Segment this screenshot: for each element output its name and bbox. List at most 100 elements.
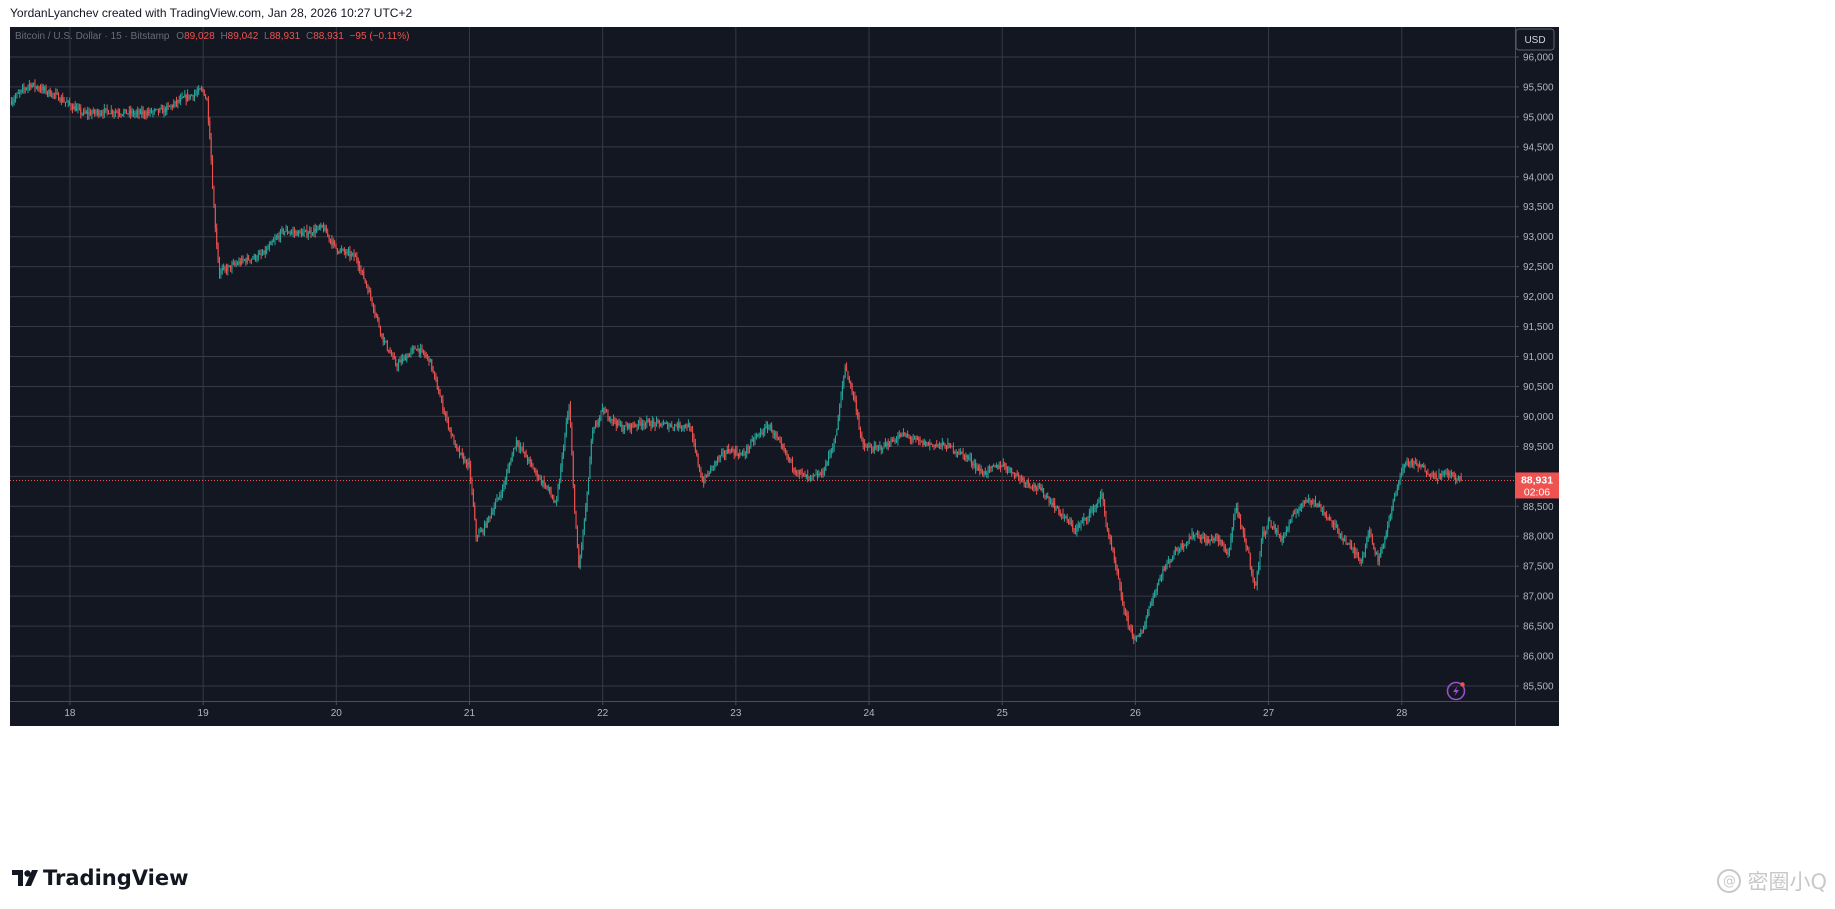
candle-body xyxy=(950,443,952,447)
candle-body xyxy=(1119,579,1121,587)
candle-body xyxy=(157,108,159,113)
candle-body xyxy=(1199,538,1201,540)
candle-body xyxy=(679,422,681,428)
candle-body xyxy=(1074,529,1076,533)
candle-body xyxy=(819,473,821,475)
candle-body xyxy=(911,439,913,441)
candle-body xyxy=(923,441,925,445)
candle-body xyxy=(77,107,79,109)
candle-body xyxy=(1133,635,1135,640)
candle-body xyxy=(1109,536,1111,540)
candle-body xyxy=(1004,463,1006,467)
candle-body xyxy=(1180,543,1182,551)
lightning-icon[interactable] xyxy=(1446,681,1466,701)
candle-body xyxy=(1126,612,1128,617)
candle-body xyxy=(74,106,76,112)
candle-body xyxy=(260,253,262,255)
candle-body xyxy=(574,484,576,511)
candle-body xyxy=(377,315,379,320)
y-tick-label: 90,500 xyxy=(1523,382,1554,393)
candle-body xyxy=(395,358,397,366)
candle-body xyxy=(750,440,752,447)
candle-body xyxy=(1227,552,1229,554)
candle-body xyxy=(1041,488,1043,491)
candle-body xyxy=(1025,482,1027,484)
candle-body xyxy=(528,459,530,461)
candle-body xyxy=(210,137,212,161)
candle-body xyxy=(1073,528,1075,530)
candle-body xyxy=(578,547,580,568)
candle-body xyxy=(1019,476,1021,480)
candle-body xyxy=(385,340,387,342)
candle-body xyxy=(762,432,764,434)
candle-body xyxy=(912,439,914,441)
candle-body xyxy=(739,453,741,457)
currency-button[interactable]: USD xyxy=(1515,28,1555,51)
candle-body xyxy=(1344,538,1346,542)
candle-body xyxy=(1197,533,1199,535)
candle-body xyxy=(40,89,42,91)
candle-body xyxy=(67,101,69,103)
candle-body xyxy=(1425,472,1427,474)
y-tick-label: 93,500 xyxy=(1523,202,1554,213)
candle-body xyxy=(1417,465,1419,467)
candle-body xyxy=(936,445,938,447)
candle-body xyxy=(640,422,642,426)
candle-body xyxy=(1349,543,1351,545)
candle-body xyxy=(753,439,755,442)
candle-body xyxy=(1208,539,1210,543)
candle-body xyxy=(422,349,424,354)
candle-body xyxy=(922,440,924,445)
candle-body xyxy=(121,114,123,116)
candle-body xyxy=(1288,522,1290,529)
candlestick-chart[interactable]: 85,500 86,000 86,500 87,000 87,500 88,000 88,5… xyxy=(10,27,1559,726)
candle-body xyxy=(478,532,480,537)
last-price-badge: 88,931 02:06 xyxy=(1515,472,1559,499)
candle-body xyxy=(177,100,179,104)
candle-body xyxy=(33,82,35,85)
candle-body xyxy=(336,248,338,252)
candle-body xyxy=(306,229,308,236)
candle-body xyxy=(1012,472,1014,474)
candle-body xyxy=(564,434,566,449)
candle-body xyxy=(637,420,639,427)
candle-body xyxy=(241,258,243,264)
candle-body xyxy=(737,454,739,457)
candle-body xyxy=(1142,629,1144,634)
candle-body xyxy=(428,356,430,363)
candle-body xyxy=(854,396,856,401)
candle-body xyxy=(366,282,368,287)
candle-body xyxy=(628,423,630,429)
candle-body xyxy=(610,418,612,420)
candle-body xyxy=(855,400,857,411)
candle-body xyxy=(482,529,484,533)
candle-body xyxy=(368,290,370,293)
candle-body xyxy=(1445,471,1447,473)
candle-body xyxy=(1016,474,1018,476)
y-tick-label: 91,500 xyxy=(1523,322,1554,333)
candle-body xyxy=(816,473,818,477)
candle-body xyxy=(686,426,688,428)
candle-body xyxy=(607,411,609,419)
candle-body xyxy=(280,230,282,239)
candle-body xyxy=(1367,534,1369,537)
candle-body xyxy=(427,355,429,357)
candle-body xyxy=(1117,573,1119,580)
candle-body xyxy=(980,468,982,473)
candle-body xyxy=(939,443,941,445)
symbol-legend: Bitcoin / U.S. Dollar · 15 · Bitstamp O8… xyxy=(15,31,409,42)
candle-body xyxy=(872,449,874,452)
tradingview-logo[interactable]: TradingView xyxy=(12,866,188,890)
candle-body xyxy=(218,261,220,275)
candle-body xyxy=(1076,527,1078,533)
candle-body xyxy=(372,304,374,310)
candle-body xyxy=(374,309,376,314)
candle-body xyxy=(717,457,719,462)
candle-body xyxy=(288,232,290,234)
candle-body xyxy=(41,86,43,91)
candle-body xyxy=(689,423,691,431)
candle-body xyxy=(34,82,36,88)
candle-body xyxy=(1170,558,1172,563)
candle-body xyxy=(278,236,280,239)
candle-body xyxy=(893,440,895,442)
